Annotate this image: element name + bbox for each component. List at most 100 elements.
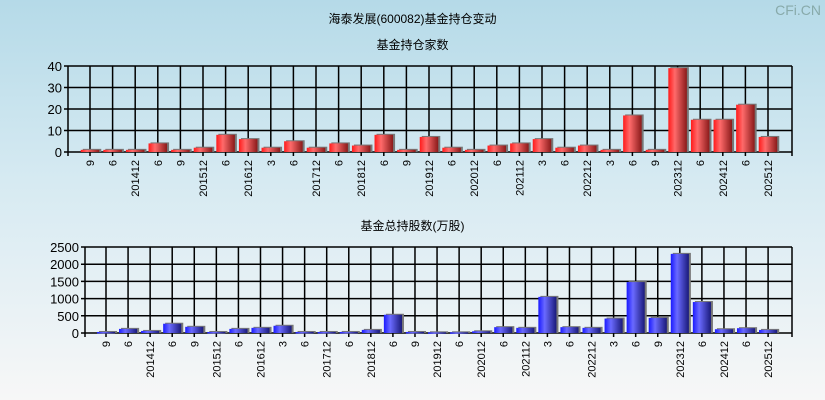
bar <box>273 325 292 333</box>
x-tick-label: 201712 <box>311 160 323 197</box>
bar <box>80 149 100 152</box>
x-tick-label: 9 <box>653 341 665 347</box>
y-tick-label: 2000 <box>50 257 79 272</box>
x-tick-label: 6 <box>288 160 300 166</box>
chart-title-2: 基金总持股数(万股) <box>360 219 465 233</box>
x-tick-label: 6 <box>564 341 576 347</box>
x-tick-label: 202412 <box>719 341 731 378</box>
bar <box>125 149 145 152</box>
x-tick-label: 202512 <box>763 160 775 197</box>
bar <box>119 328 138 333</box>
y-tick-label: 30 <box>48 81 62 96</box>
bar <box>510 143 529 152</box>
x-tick-label: 9 <box>175 160 187 166</box>
x-tick-label: 3 <box>542 341 554 347</box>
x-tick-label: 6 <box>233 341 245 347</box>
y-tick-label: 1500 <box>50 274 79 289</box>
bar <box>538 296 557 333</box>
bar <box>645 149 665 152</box>
x-tick-label: 6 <box>379 160 391 166</box>
bar <box>383 314 402 333</box>
x-tick-label: 9 <box>410 341 422 347</box>
bar <box>207 331 226 334</box>
bar <box>295 331 314 334</box>
x-tick-label: 201512 <box>211 341 223 378</box>
bar <box>163 323 182 333</box>
x-tick-label: 3 <box>266 160 278 166</box>
x-tick-label: 6 <box>740 160 752 166</box>
bar <box>690 119 710 152</box>
x-tick-label: 202012 <box>476 341 488 378</box>
x-tick-label: 201812 <box>356 160 368 197</box>
bar <box>736 328 756 333</box>
bar <box>692 302 711 333</box>
x-tick-label: 6 <box>631 341 643 347</box>
y-tick-label: 0 <box>55 145 62 160</box>
x-tick-label: 202512 <box>763 341 775 378</box>
bar <box>516 327 535 333</box>
bar <box>668 68 687 152</box>
bar <box>648 317 667 333</box>
y-tick-label: 40 <box>48 59 62 74</box>
x-tick-label: 9 <box>101 341 113 347</box>
bar-shadow <box>452 331 471 333</box>
x-tick-label: 6 <box>388 341 400 347</box>
y-tick-label: 1000 <box>50 292 79 307</box>
x-tick-label: 6 <box>300 341 312 347</box>
bar <box>238 139 258 152</box>
bar <box>555 147 574 152</box>
bar <box>361 329 380 333</box>
bar <box>464 149 484 152</box>
bar <box>141 330 160 333</box>
x-tick-label: 9 <box>650 160 662 166</box>
bar <box>216 134 235 152</box>
logo: CFi.CN <box>775 2 821 18</box>
x-tick-label: 201412 <box>145 341 157 378</box>
x-tick-label: 9 <box>401 160 413 166</box>
x-tick-label: 202012 <box>469 160 481 197</box>
x-tick-label: 6 <box>344 341 356 347</box>
bar <box>442 147 461 152</box>
y-tick-label: 10 <box>48 124 62 139</box>
x-tick-label: 202212 <box>587 341 599 378</box>
x-tick-label: 9 <box>189 341 201 347</box>
x-tick-label: 202112 <box>520 341 532 377</box>
x-tick-label: 202212 <box>582 160 594 197</box>
bar <box>193 147 213 152</box>
bar <box>670 253 689 333</box>
x-tick-label: 6 <box>741 341 753 347</box>
bar <box>713 119 733 152</box>
x-tick-label: 6 <box>447 160 459 166</box>
bar <box>450 332 469 334</box>
bar <box>339 331 358 334</box>
x-tick-label: 6 <box>498 341 510 347</box>
bar <box>171 149 190 152</box>
bar <box>103 149 122 152</box>
bar <box>582 327 601 333</box>
x-tick-label: 6 <box>627 160 639 166</box>
bar <box>317 331 336 334</box>
x-tick-label: 202112 <box>514 160 526 196</box>
bar <box>229 328 248 333</box>
bar <box>148 143 168 152</box>
bar <box>532 139 552 152</box>
bar <box>405 331 425 334</box>
x-tick-label: 6 <box>167 341 179 347</box>
x-tick-label: 201912 <box>432 341 444 378</box>
bar <box>604 318 623 333</box>
x-tick-label: 202412 <box>718 160 730 197</box>
x-tick-label: 202312 <box>675 341 687 378</box>
bar <box>96 331 116 334</box>
x-tick-label: 6 <box>221 160 233 166</box>
bar <box>623 115 642 152</box>
y-tick-label: 20 <box>48 102 62 117</box>
x-tick-label: 3 <box>278 341 290 347</box>
x-tick-label: 3 <box>605 160 617 166</box>
x-tick-label: 201612 <box>243 160 255 197</box>
bar <box>626 282 645 333</box>
bar <box>736 104 755 152</box>
bar <box>185 326 204 333</box>
bar <box>600 149 620 152</box>
x-tick-label: 201612 <box>255 341 267 378</box>
